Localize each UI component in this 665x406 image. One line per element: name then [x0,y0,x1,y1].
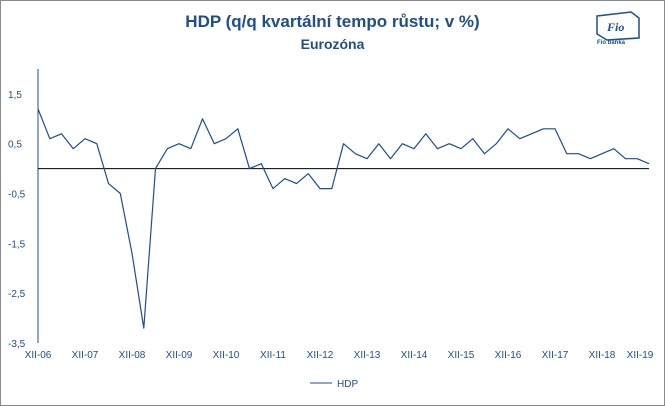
data-point [119,192,122,195]
fio-banka-logo: Fio [596,11,640,41]
data-point [95,142,98,145]
y-tick-label: 1,5 [8,90,22,101]
x-tick-label: XII-16 [495,350,522,361]
data-point [154,167,157,170]
data-point [84,137,87,140]
x-axis: XII-06 XII-07 XII-08 XII-09 XII-10 XII-11 XII-… [25,168,654,361]
chart-subtitle: Eurozóna [300,36,365,52]
data-point [377,142,380,145]
data-point [542,127,545,130]
data-point [307,172,310,175]
data-point [189,147,192,150]
data-point [565,152,568,155]
data-point [577,152,580,155]
x-tick-label: XII-08 [119,350,146,361]
series-line-hdp [37,108,650,329]
data-point [37,107,40,110]
x-tick-label: XII-15 [448,350,475,361]
data-point [530,132,533,135]
data-point [283,177,286,180]
y-axis: 1,5 0,5 -0,5 -1,5 -2,5 -3,5 [8,69,39,350]
data-point [460,147,463,150]
data-point [483,152,486,155]
legend-label-hdp: HDP [337,379,358,390]
data-point [178,142,181,145]
data-point [131,252,134,255]
x-tick-label: XII-10 [213,350,240,361]
y-tick-label: -1,5 [8,239,26,250]
x-tick-label: XII-06 [25,350,52,361]
y-tick-label: -0,5 [8,190,26,201]
y-tick-label: -3,5 [8,339,26,350]
data-point [295,182,298,185]
x-tick-label: XII-18 [589,350,616,361]
data-point [60,132,63,135]
x-tick-label: XII-19 [627,350,654,361]
x-tick-label: XII-09 [166,350,193,361]
x-tick-label: XII-13 [354,350,381,361]
data-point [166,147,169,150]
data-point [518,137,521,140]
x-tick-label: XII-07 [72,350,99,361]
data-point [225,137,228,140]
data-point [72,147,75,150]
data-point [507,127,510,130]
data-point [413,147,416,150]
data-point [272,187,275,190]
data-point [319,187,322,190]
y-tick-label: 0,5 [8,140,22,151]
x-tick-label: XII-11 [260,350,286,361]
series-layer [37,107,651,330]
data-point [342,142,345,145]
data-point [495,142,498,145]
data-point [389,157,392,160]
data-point [142,327,145,330]
data-point [624,157,627,160]
data-point [554,127,557,130]
logo-glyph: Fio [606,20,624,34]
data-point [354,152,357,155]
data-point [448,142,451,145]
data-point [107,182,110,185]
x-tick-label: XII-12 [307,350,334,361]
legend: HDP [310,379,358,390]
chart-title: HDP (q/q kvartální tempo růstu; v %) [185,12,480,31]
data-point [201,117,204,120]
data-point [471,137,474,140]
logo-caption: Fio banka [597,40,626,46]
data-point [612,147,615,150]
x-tick-label: XII-14 [401,350,428,361]
data-point [48,137,51,140]
x-tick-label: XII-17 [542,350,569,361]
data-point [260,162,263,165]
data-point [648,162,651,165]
data-point [401,142,404,145]
data-point [330,187,333,190]
data-point [248,167,251,170]
data-point [601,152,604,155]
data-point [436,147,439,150]
data-point [236,127,239,130]
data-point [213,142,216,145]
data-point [424,132,427,135]
data-point [589,157,592,160]
data-point [366,157,369,160]
y-tick-label: -2,5 [8,289,26,300]
data-point [636,157,639,160]
